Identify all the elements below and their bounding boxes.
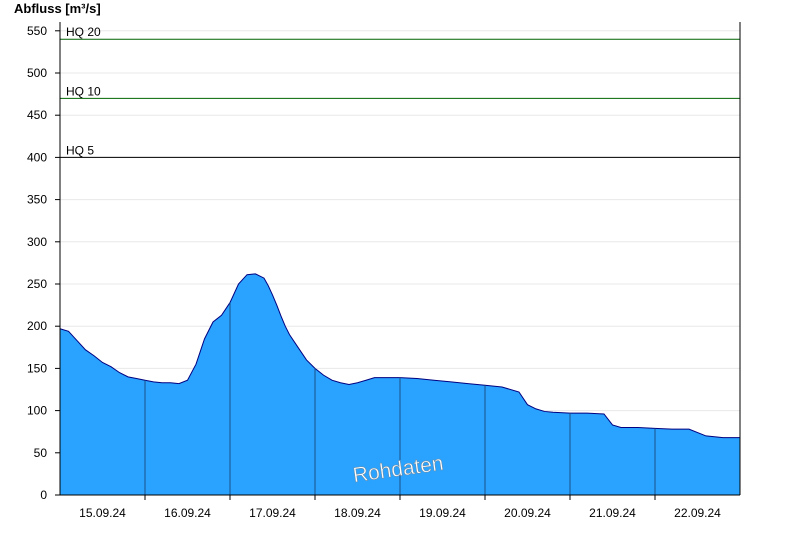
y-tick-label: 500: [27, 66, 47, 80]
y-axis-label: Abfluss [m³/s]: [14, 1, 101, 16]
y-tick-label: 400: [27, 150, 47, 164]
y-tick-label: 450: [27, 108, 47, 122]
threshold-label: HQ 10: [66, 84, 101, 98]
x-tick-label: 19.09.24: [419, 506, 466, 520]
axes: 0 50 100 150 200 250 300 350 400 450 500 550 15.09.2…: [27, 22, 741, 520]
threshold-label: HQ 20: [66, 25, 101, 39]
y-tick-label: 350: [27, 193, 47, 207]
x-tick-label: 18.09.24: [334, 506, 381, 520]
x-tick-label: 17.09.24: [249, 506, 296, 520]
y-tick-label: 300: [27, 235, 47, 249]
y-tick-label: 50: [34, 446, 48, 460]
y-tick-label: 150: [27, 361, 47, 375]
threshold-label: HQ 5: [66, 143, 94, 157]
x-tick-label: 15.09.24: [79, 506, 126, 520]
y-tick-label: 0: [40, 488, 47, 502]
y-tick-label: 200: [27, 319, 47, 333]
x-tick-label: 20.09.24: [504, 506, 551, 520]
y-tick-label: 550: [27, 24, 47, 38]
x-tick-label: 16.09.24: [164, 506, 211, 520]
y-tick-label: 250: [27, 277, 47, 291]
x-tick-label: 21.09.24: [589, 506, 636, 520]
y-tick-label: 100: [27, 404, 47, 418]
x-tick-label: 22.09.24: [674, 506, 721, 520]
flood-thresholds: HQ 20 HQ 10 HQ 5: [60, 25, 740, 158]
day-dividers: [144, 302, 656, 495]
